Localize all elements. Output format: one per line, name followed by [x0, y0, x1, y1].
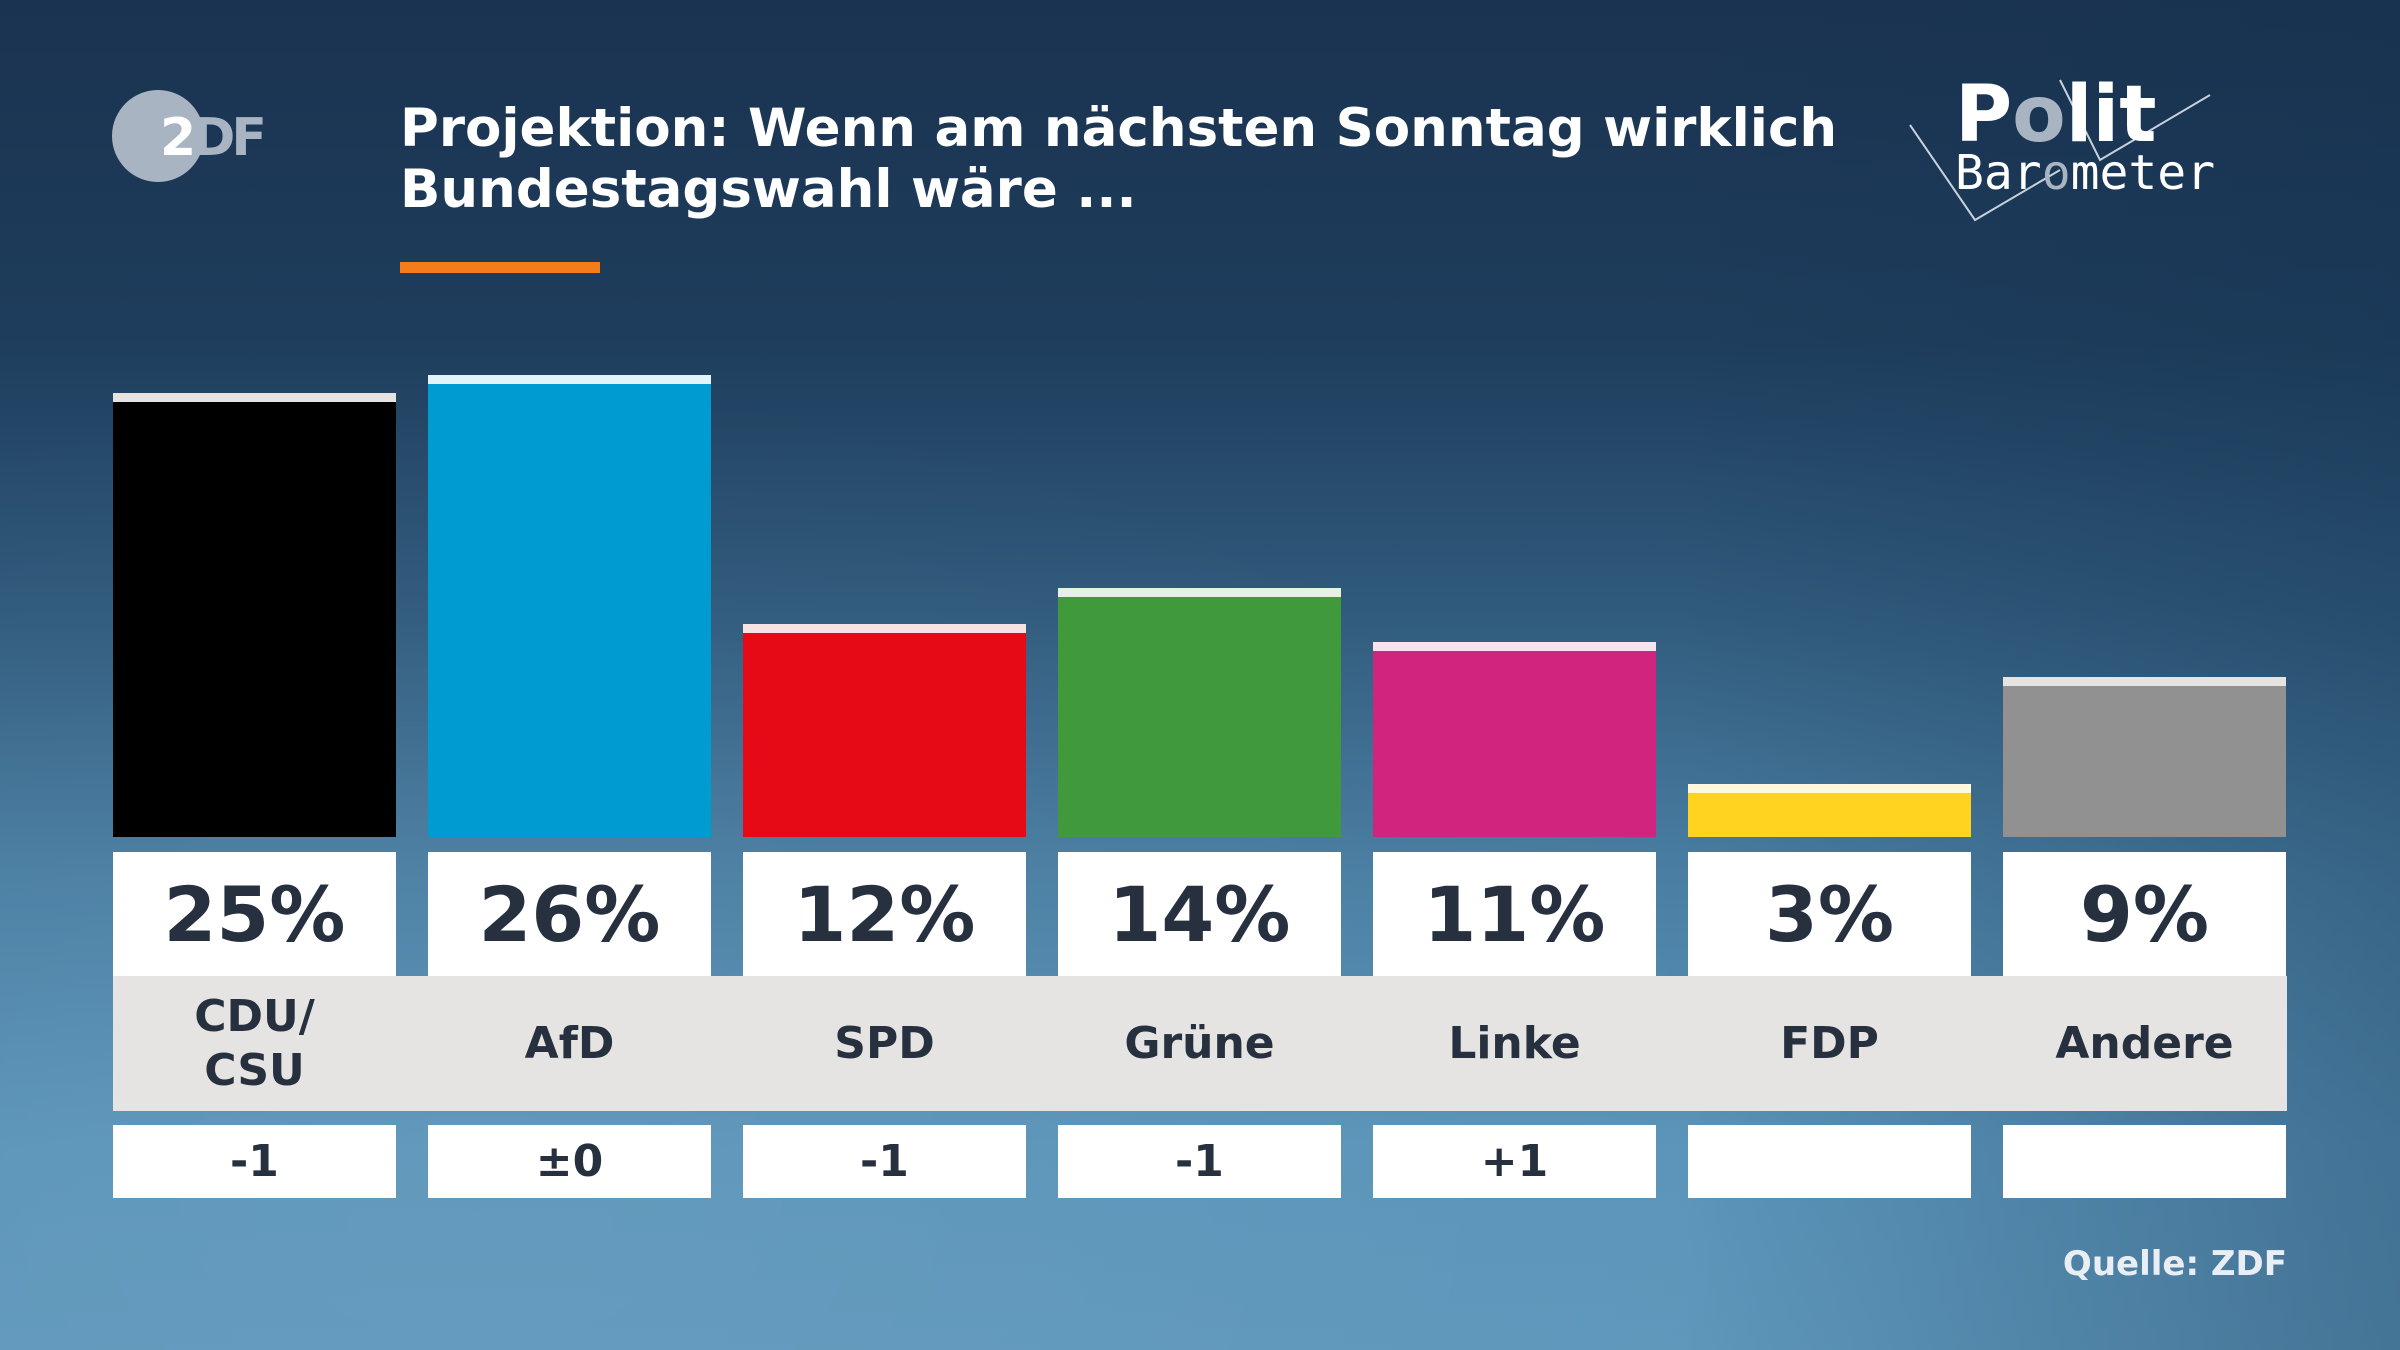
bar-3: [1058, 588, 1341, 837]
bar-cap-3: [1058, 588, 1341, 598]
bar-1: [428, 374, 711, 837]
category-label: FDP: [1780, 1017, 1879, 1069]
change-label: ±0: [428, 1125, 711, 1198]
politbarometer-logo: Polit Barometer: [1900, 70, 2220, 230]
checkmark-icon: [1909, 79, 2211, 222]
bar-6: [2003, 677, 2286, 837]
source-label: Quelle: ZDF: [2062, 1244, 2287, 1284]
bar-4: [1373, 641, 1656, 837]
change-label: +1: [1373, 1125, 1656, 1198]
category-label: Linke: [1448, 1017, 1581, 1069]
category-label: Grüne: [1124, 1017, 1275, 1069]
title-line-1: Projektion: Wenn am nächsten Sonntag wir…: [400, 98, 1838, 159]
change-label: -1: [1058, 1125, 1341, 1198]
category-label: SPD: [834, 1017, 935, 1069]
change-label: -1: [113, 1125, 396, 1198]
title-line-2: Bundestagswahl wäre ...: [400, 159, 1137, 220]
bar-2: [743, 623, 1026, 837]
bar-cap-2: [743, 623, 1026, 633]
bar-0: [113, 392, 396, 837]
bar-cap-6: [2003, 677, 2286, 687]
bar-cap-1: [428, 374, 711, 384]
category-label: Andere: [2055, 1017, 2234, 1069]
change-label: [2003, 1125, 2286, 1198]
category-label: CDU/CSU: [194, 990, 315, 1096]
title-accent-bar: [400, 262, 600, 273]
change-label: [1688, 1125, 1971, 1198]
chart-title: Projektion: Wenn am nächsten Sonntag wir…: [400, 98, 1837, 220]
value-label: 25%: [113, 852, 396, 976]
bar-cap-5: [1688, 783, 1971, 793]
change-label: -1: [743, 1125, 1026, 1198]
category-label: AfD: [524, 1017, 615, 1069]
value-label: 9%: [2003, 852, 2286, 976]
party-name-band: [113, 976, 2287, 1111]
value-label: 26%: [428, 852, 711, 976]
value-label: 12%: [743, 852, 1026, 976]
value-label: 14%: [1058, 852, 1341, 976]
zdf-logo: 2DF: [112, 90, 267, 182]
bar-cap-0: [113, 392, 396, 402]
value-label: 11%: [1373, 852, 1656, 976]
bar-cap-4: [1373, 641, 1656, 651]
value-label: 3%: [1688, 852, 1971, 976]
